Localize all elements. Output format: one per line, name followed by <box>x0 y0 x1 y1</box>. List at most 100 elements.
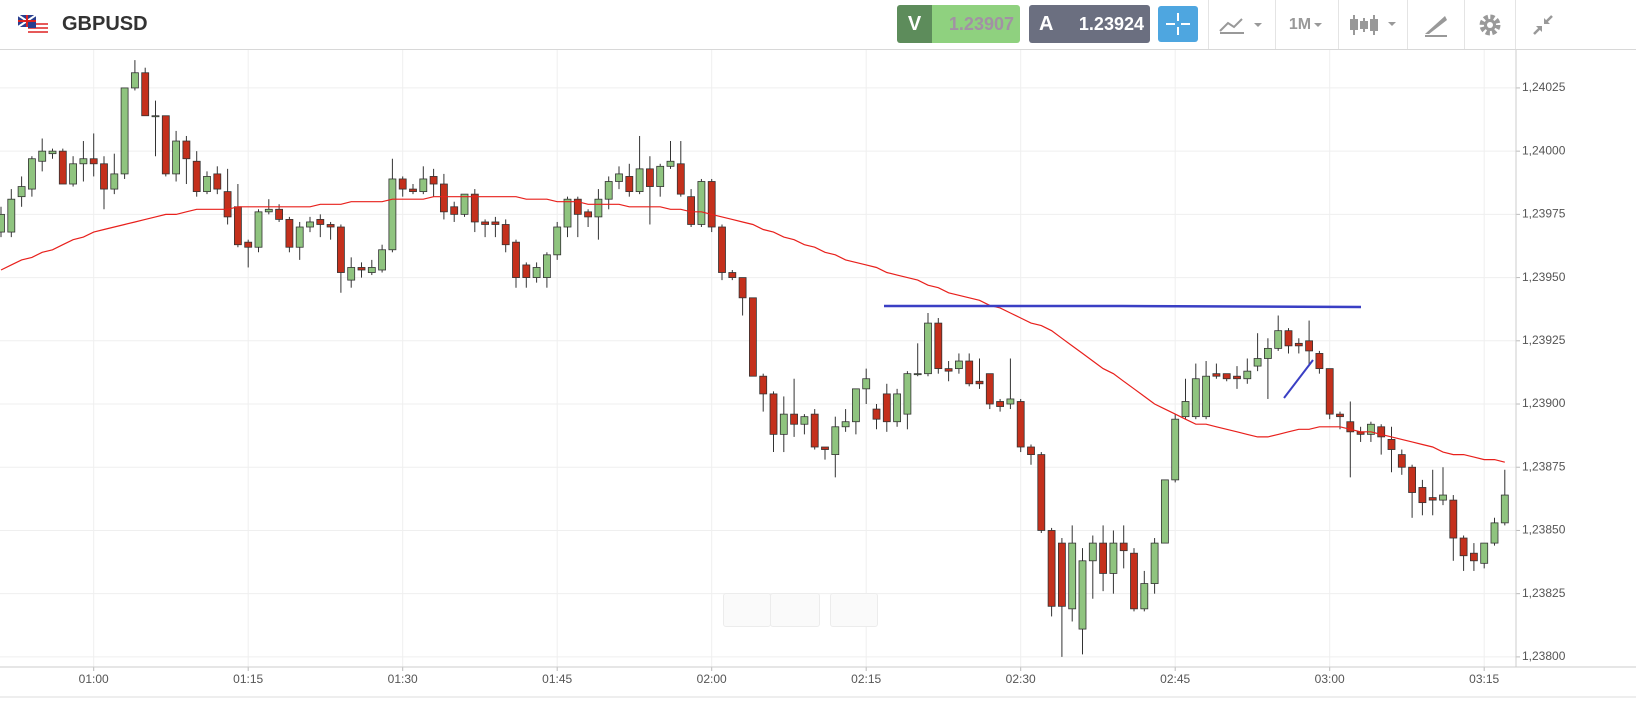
candle-body <box>1480 542 1489 564</box>
draw-button[interactable] <box>1407 0 1464 49</box>
candle-body <box>1058 542 1066 607</box>
candle-body <box>141 72 150 117</box>
candle-body <box>893 393 901 423</box>
candle-body <box>388 178 397 251</box>
candle-body <box>100 163 108 190</box>
candle-body <box>1459 537 1468 557</box>
candle-body <box>1037 454 1046 531</box>
candle-body <box>512 241 520 278</box>
candle-body <box>563 198 572 228</box>
candle-style-button[interactable] <box>1338 0 1407 49</box>
collapse-button[interactable] <box>1515 0 1570 49</box>
dropdown-arrow <box>1314 22 1323 27</box>
candle-body <box>790 413 798 425</box>
overlay-control[interactable] <box>723 593 771 627</box>
candle-body <box>1253 358 1262 367</box>
crosshair-button[interactable] <box>1158 6 1198 42</box>
toolbar: GBPUSD V 1.23907 A 1.23924 1M <box>0 0 1636 50</box>
buy-button[interactable]: A 1.23924 <box>1029 5 1150 43</box>
candle-body <box>594 198 603 218</box>
overlay-control[interactable] <box>830 593 878 627</box>
candle-body <box>646 168 654 187</box>
settings-button[interactable] <box>1464 0 1515 49</box>
y-tick-label: 1,24025 <box>1522 80 1566 94</box>
candle-body <box>306 221 314 228</box>
x-tick-label: 01:15 <box>233 672 263 686</box>
candle-body <box>903 373 912 415</box>
candle-body <box>769 393 778 435</box>
candle-body <box>759 375 768 395</box>
candle-body <box>439 183 448 213</box>
candle-body <box>419 178 428 193</box>
candle-body <box>347 267 356 281</box>
candle-body <box>1336 413 1344 418</box>
chart-type-button[interactable] <box>1208 0 1275 49</box>
candle-body <box>336 226 345 273</box>
candle-body <box>7 198 16 233</box>
candle-body <box>522 264 531 278</box>
candle-body <box>1212 373 1221 377</box>
candle-body <box>718 226 726 273</box>
candle-body <box>676 163 685 195</box>
candle-body <box>728 272 737 278</box>
candle-body <box>1078 560 1087 630</box>
candle-body <box>1418 487 1427 504</box>
candle-body <box>295 226 304 248</box>
buy-price: 1.23924 <box>1063 5 1150 43</box>
x-tick-label: 03:00 <box>1315 672 1345 686</box>
draw-icon <box>1425 15 1447 37</box>
candle-body <box>1449 499 1458 539</box>
sell-button[interactable]: V 1.23907 <box>897 5 1020 43</box>
candle-body <box>275 208 284 220</box>
candle-body <box>233 206 242 246</box>
x-tick-label: 02:00 <box>697 672 727 686</box>
candle-body <box>1243 370 1252 380</box>
candle-body <box>779 413 788 435</box>
candle-body <box>831 426 840 455</box>
x-tick-label: 02:15 <box>851 672 881 686</box>
y-tick-label: 1,23850 <box>1522 523 1566 537</box>
candle-body <box>532 267 541 278</box>
candle-body <box>749 297 757 377</box>
candle-body <box>27 158 36 190</box>
x-tick-label: 02:30 <box>1006 672 1036 686</box>
collapse-icon <box>1533 14 1553 35</box>
x-tick-label: 02:45 <box>1160 672 1190 686</box>
timeframe: 1M <box>1288 15 1312 33</box>
candle-body <box>192 160 201 193</box>
candle-body <box>1119 542 1128 552</box>
candle-body <box>316 219 325 225</box>
candle-body <box>89 158 98 165</box>
candle-body <box>924 322 932 375</box>
candle-body <box>1367 423 1375 435</box>
candle-body <box>1294 342 1303 347</box>
candle-body <box>0 213 5 233</box>
plot-background <box>0 50 1516 667</box>
candle-body <box>1222 373 1231 380</box>
overlay-control[interactable] <box>770 593 820 627</box>
candle-body <box>1016 401 1025 448</box>
drawn-level <box>884 304 1362 309</box>
candle-body <box>1439 494 1447 501</box>
candle-body <box>1500 494 1509 524</box>
timeframe-button[interactable]: 1M <box>1275 0 1338 49</box>
candle-body <box>38 150 47 162</box>
candle-body <box>666 160 675 167</box>
candle-body <box>584 211 592 218</box>
y-tick-label: 1,23950 <box>1522 270 1566 284</box>
candle-body <box>965 360 974 385</box>
candle-body <box>1315 353 1324 370</box>
candle-body <box>470 193 479 223</box>
y-tick-label: 1,23875 <box>1522 459 1566 473</box>
candle-body <box>1387 439 1396 450</box>
x-tick-label: 03:15 <box>1469 672 1499 686</box>
candle-body <box>1284 330 1293 347</box>
candle-body <box>398 178 407 190</box>
candle-body <box>656 165 665 187</box>
candle-body <box>172 140 181 175</box>
price-chart: 1,24025 1,24000 1,23975 1,23950 1,23925 1,239… <box>0 50 1636 698</box>
symbol[interactable]: GBPUSD <box>62 13 148 35</box>
candle-body <box>130 72 139 89</box>
candle-body <box>687 196 695 225</box>
candle-body <box>553 226 562 256</box>
